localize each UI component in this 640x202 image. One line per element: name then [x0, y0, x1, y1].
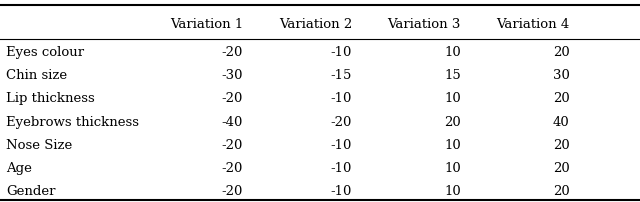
Text: -20: -20: [222, 46, 243, 59]
Text: -10: -10: [331, 93, 352, 105]
Text: 10: 10: [444, 162, 461, 175]
Text: Nose Size: Nose Size: [6, 139, 73, 152]
Text: -20: -20: [222, 185, 243, 198]
Text: 40: 40: [553, 116, 570, 129]
Text: 20: 20: [553, 46, 570, 59]
Text: Variation 4: Variation 4: [497, 18, 570, 31]
Text: 20: 20: [553, 162, 570, 175]
Text: Eyes colour: Eyes colour: [6, 46, 84, 59]
Text: -15: -15: [331, 69, 352, 82]
Text: -20: -20: [222, 139, 243, 152]
Text: 10: 10: [444, 139, 461, 152]
Text: 20: 20: [553, 139, 570, 152]
Text: 15: 15: [444, 69, 461, 82]
Text: -10: -10: [331, 162, 352, 175]
Text: -30: -30: [221, 69, 243, 82]
Text: -40: -40: [222, 116, 243, 129]
Text: -20: -20: [222, 162, 243, 175]
Text: 30: 30: [553, 69, 570, 82]
Text: 10: 10: [444, 93, 461, 105]
Text: Variation 3: Variation 3: [387, 18, 461, 31]
Text: 10: 10: [444, 185, 461, 198]
Text: Variation 1: Variation 1: [170, 18, 243, 31]
Text: -20: -20: [222, 93, 243, 105]
Text: -10: -10: [331, 46, 352, 59]
Text: Chin size: Chin size: [6, 69, 68, 82]
Text: -20: -20: [331, 116, 352, 129]
Text: Variation 2: Variation 2: [279, 18, 352, 31]
Text: Age: Age: [6, 162, 32, 175]
Text: Eyebrows thickness: Eyebrows thickness: [6, 116, 140, 129]
Text: 10: 10: [444, 46, 461, 59]
Text: -10: -10: [331, 185, 352, 198]
Text: Lip thickness: Lip thickness: [6, 93, 95, 105]
Text: 20: 20: [553, 93, 570, 105]
Text: -10: -10: [331, 139, 352, 152]
Text: 20: 20: [553, 185, 570, 198]
Text: Gender: Gender: [6, 185, 56, 198]
Text: 20: 20: [444, 116, 461, 129]
